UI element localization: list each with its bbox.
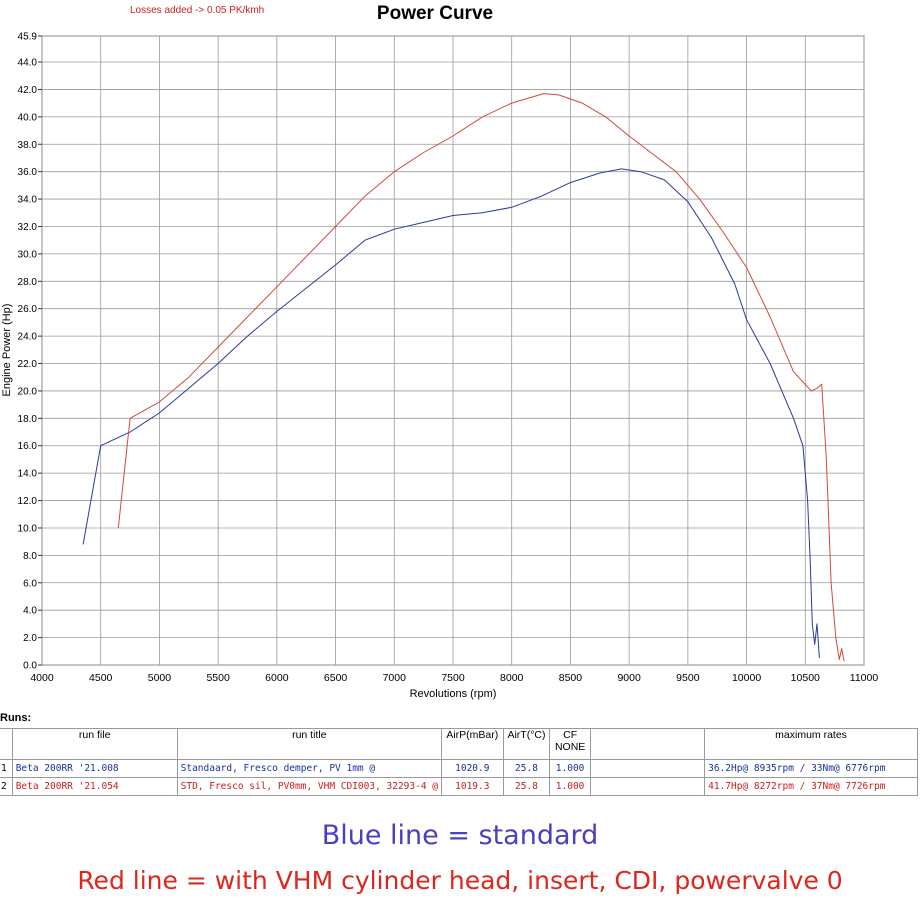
y-tick-label: 16.0	[18, 441, 38, 452]
blank-header	[589, 728, 706, 760]
x-tick-label: 11000	[850, 672, 879, 684]
y-tick-label: 30.0	[18, 249, 38, 260]
run-title: Standaard, Fresco demper, PV 1mm @	[176, 759, 443, 778]
y-tick-label: 36.0	[18, 167, 38, 178]
runs-header-row: run file run title AirP(mBar) AirT(°C) C…	[0, 728, 918, 760]
y-axis-label: Engine Power (Hp)	[1, 304, 13, 397]
airt-header: AirT(°C)	[502, 728, 551, 760]
run-airt: 25.8	[502, 759, 551, 778]
x-tick-label: 10500	[791, 672, 820, 684]
run-cf: 1.000	[549, 759, 591, 778]
y-tick-labels: 0.0 2.0 4.0 6.0 8.0 10.0 12.0 14.0 16.0 18.0 20.0 2…	[18, 32, 42, 672]
y-tick-label: 28.0	[18, 277, 38, 288]
y-tick-label: 2.0	[23, 633, 37, 644]
power-curve-chart: 0.0 2.0 4.0 6.0 8.0 10.0 12.0 14.0 16.0 18.0 20.0 2…	[1, 32, 878, 701]
grid-lines	[41, 35, 865, 666]
y-tick-label: 22.0	[18, 359, 38, 370]
index-header	[0, 728, 13, 760]
x-tick-labels: 4000 4500 5000 5500 6000 6500 7000 7500 8000 8500…	[30, 672, 878, 684]
y-tick-label: 0.0	[23, 661, 37, 672]
y-tick-label: 14.0	[18, 469, 38, 480]
x-tick-label: 5000	[148, 672, 172, 684]
run-file: Beta 200RR '21.054	[11, 777, 178, 796]
y-tick-label: 18.0	[18, 414, 38, 425]
x-tick-label: 6000	[265, 672, 289, 684]
y-tick-label: 10.0	[18, 523, 38, 534]
y-tick-label: 42.0	[18, 85, 38, 96]
run-title-header: run title	[176, 728, 443, 760]
run-title: STD, Fresco sil, PV0mm, VHM CDI003, 3229…	[176, 777, 443, 796]
x-tick-label: 6500	[324, 672, 348, 684]
run-cf: 1.000	[549, 777, 591, 796]
run-blank	[589, 759, 706, 778]
x-tick-label: 9500	[676, 672, 700, 684]
caption-blue: Blue line = standard	[321, 820, 599, 851]
series-line-red	[117, 93, 845, 661]
cf-header-label: CF	[563, 729, 578, 742]
x-axis-label: Revolutions (rpm)	[410, 688, 497, 700]
y-tick-label: 12.0	[18, 496, 38, 507]
y-tick-label: 40.0	[18, 112, 38, 123]
run-index: 1	[0, 759, 13, 778]
run-row-1: 1 Beta 200RR '21.008 Standaard, Fresco d…	[0, 759, 918, 778]
caption-red: Red line = with VHM cylinder head, inser…	[77, 866, 843, 895]
x-tick-label: 5500	[206, 672, 230, 684]
series-line-blue	[82, 168, 820, 659]
run-max-rates: 41.7Hp@ 8272rpm / 37Nm@ 7726rpm	[704, 777, 918, 796]
cf-header: CF NONE	[549, 728, 591, 760]
runs-table: run file run title AirP(mBar) AirT(°C) C…	[0, 728, 918, 796]
y-tick-label: 24.0	[18, 332, 38, 343]
y-tick-label: 26.0	[18, 304, 38, 315]
x-tick-label: 8000	[500, 672, 524, 684]
run-airp: 1020.9	[441, 759, 504, 778]
cf-header-sub: NONE	[554, 741, 586, 753]
run-max-rates: 36.2Hp@ 8935rpm / 33Nm@ 6776rpm	[704, 759, 918, 778]
run-file: Beta 200RR '21.008	[11, 759, 178, 778]
y-tick-label: 34.0	[18, 195, 38, 206]
run-airp: 1019.3	[441, 777, 504, 796]
losses-note: Losses added -> 0.05 PK/kmh	[130, 5, 265, 16]
y-tick-label: 6.0	[23, 578, 37, 589]
y-tick-label: 32.0	[18, 222, 38, 233]
x-tick-label: 4000	[30, 672, 54, 684]
y-tick-label: 20.0	[18, 386, 38, 397]
run-file-header: run file	[11, 728, 178, 760]
chart-title: Power Curve	[376, 3, 494, 24]
runs-label: Runs:	[0, 712, 32, 724]
x-tick-label: 10000	[732, 672, 761, 684]
x-tick-label: 8500	[559, 672, 583, 684]
y-tick-label: 44.0	[18, 58, 38, 69]
max-rates-header: maximum rates	[704, 728, 918, 760]
x-tick-label: 7500	[441, 672, 465, 684]
run-index: 2	[0, 777, 13, 796]
run-airt: 25.8	[502, 777, 551, 796]
y-tick-label: 8.0	[23, 551, 37, 562]
y-tick-label: 45.9	[18, 32, 38, 43]
x-tick-label: 7000	[383, 672, 407, 684]
y-tick-label: 38.0	[18, 140, 38, 151]
series-lines	[82, 93, 845, 661]
airp-header: AirP(mBar)	[441, 728, 504, 760]
run-row-2: 2 Beta 200RR '21.054 STD, Fresco sil, PV…	[0, 777, 918, 796]
run-blank	[589, 777, 706, 796]
x-tick-label: 4500	[89, 672, 113, 684]
y-tick-label: 4.0	[23, 606, 37, 617]
x-tick-label: 9000	[617, 672, 641, 684]
